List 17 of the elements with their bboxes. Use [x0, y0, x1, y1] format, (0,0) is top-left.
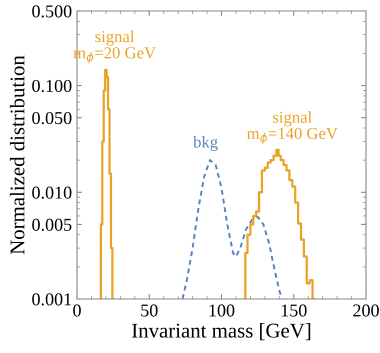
y-tick-label: 0.001 [32, 293, 72, 306]
x-tick-label: 100 [210, 304, 234, 317]
y-tick-label: 0.100 [32, 80, 72, 92]
annotation: bkg [193, 136, 218, 152]
x-tick-label: 50 [141, 304, 158, 317]
x-tick-label: 150 [282, 304, 307, 317]
x-tick-label: 0 [73, 304, 81, 317]
x-axis-title: Invariant mass [GeV] [132, 323, 310, 340]
y-axis-title: Normalized distribution [10, 56, 25, 254]
annotation: signal m$_{ϕ}$=20 GeV [73, 30, 156, 64]
annotation: signal m$_{ϕ}$=140 GeV [246, 111, 338, 144]
x-tick-label: 200 [353, 304, 379, 317]
y-tick-label: 0.500 [32, 5, 72, 18]
y-tick-label: 0.005 [32, 218, 72, 231]
y-tick-label: 0.010 [32, 186, 72, 199]
y-tick-label: 0.050 [32, 112, 72, 124]
line-series [182, 159, 284, 299]
